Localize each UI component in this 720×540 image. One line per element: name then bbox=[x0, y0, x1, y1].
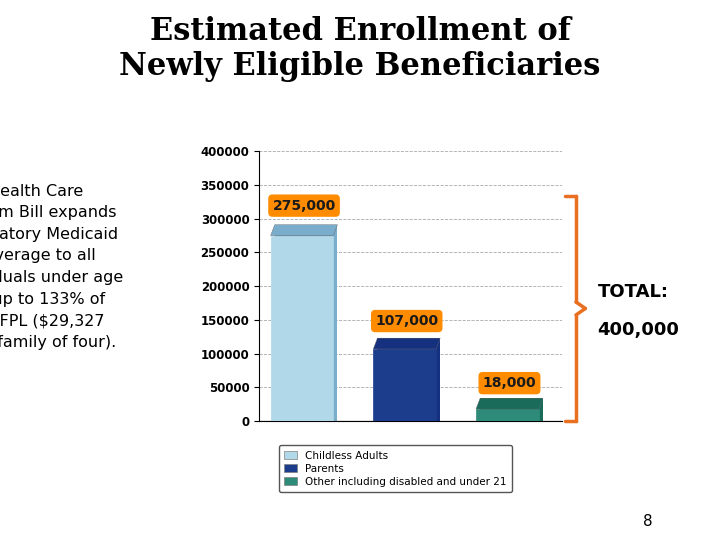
Bar bbox=[377, 338, 440, 421]
Bar bbox=[275, 225, 338, 421]
Text: 400,000: 400,000 bbox=[598, 321, 680, 339]
Text: 18,000: 18,000 bbox=[482, 376, 536, 390]
Text: Health Care
Reform Bill expands
mandatory Medicaid
coverage to all
individuals u: Health Care Reform Bill expands mandator… bbox=[0, 184, 123, 350]
Polygon shape bbox=[476, 399, 543, 409]
Bar bbox=[373, 349, 436, 421]
Bar bbox=[271, 235, 333, 421]
Text: TOTAL:: TOTAL: bbox=[598, 284, 669, 301]
Bar bbox=[259, 421, 567, 427]
Text: 107,000: 107,000 bbox=[375, 314, 438, 328]
Bar bbox=[476, 409, 539, 421]
Text: 8: 8 bbox=[643, 514, 653, 529]
Text: Estimated Enrollment of
Newly Eligible Beneficiaries: Estimated Enrollment of Newly Eligible B… bbox=[120, 16, 600, 82]
Polygon shape bbox=[271, 225, 338, 235]
Polygon shape bbox=[373, 338, 440, 349]
Text: 275,000: 275,000 bbox=[272, 199, 336, 213]
Legend: Childless Adults, Parents, Other including disabled and under 21: Childless Adults, Parents, Other includi… bbox=[279, 446, 512, 492]
Bar bbox=[480, 399, 543, 421]
